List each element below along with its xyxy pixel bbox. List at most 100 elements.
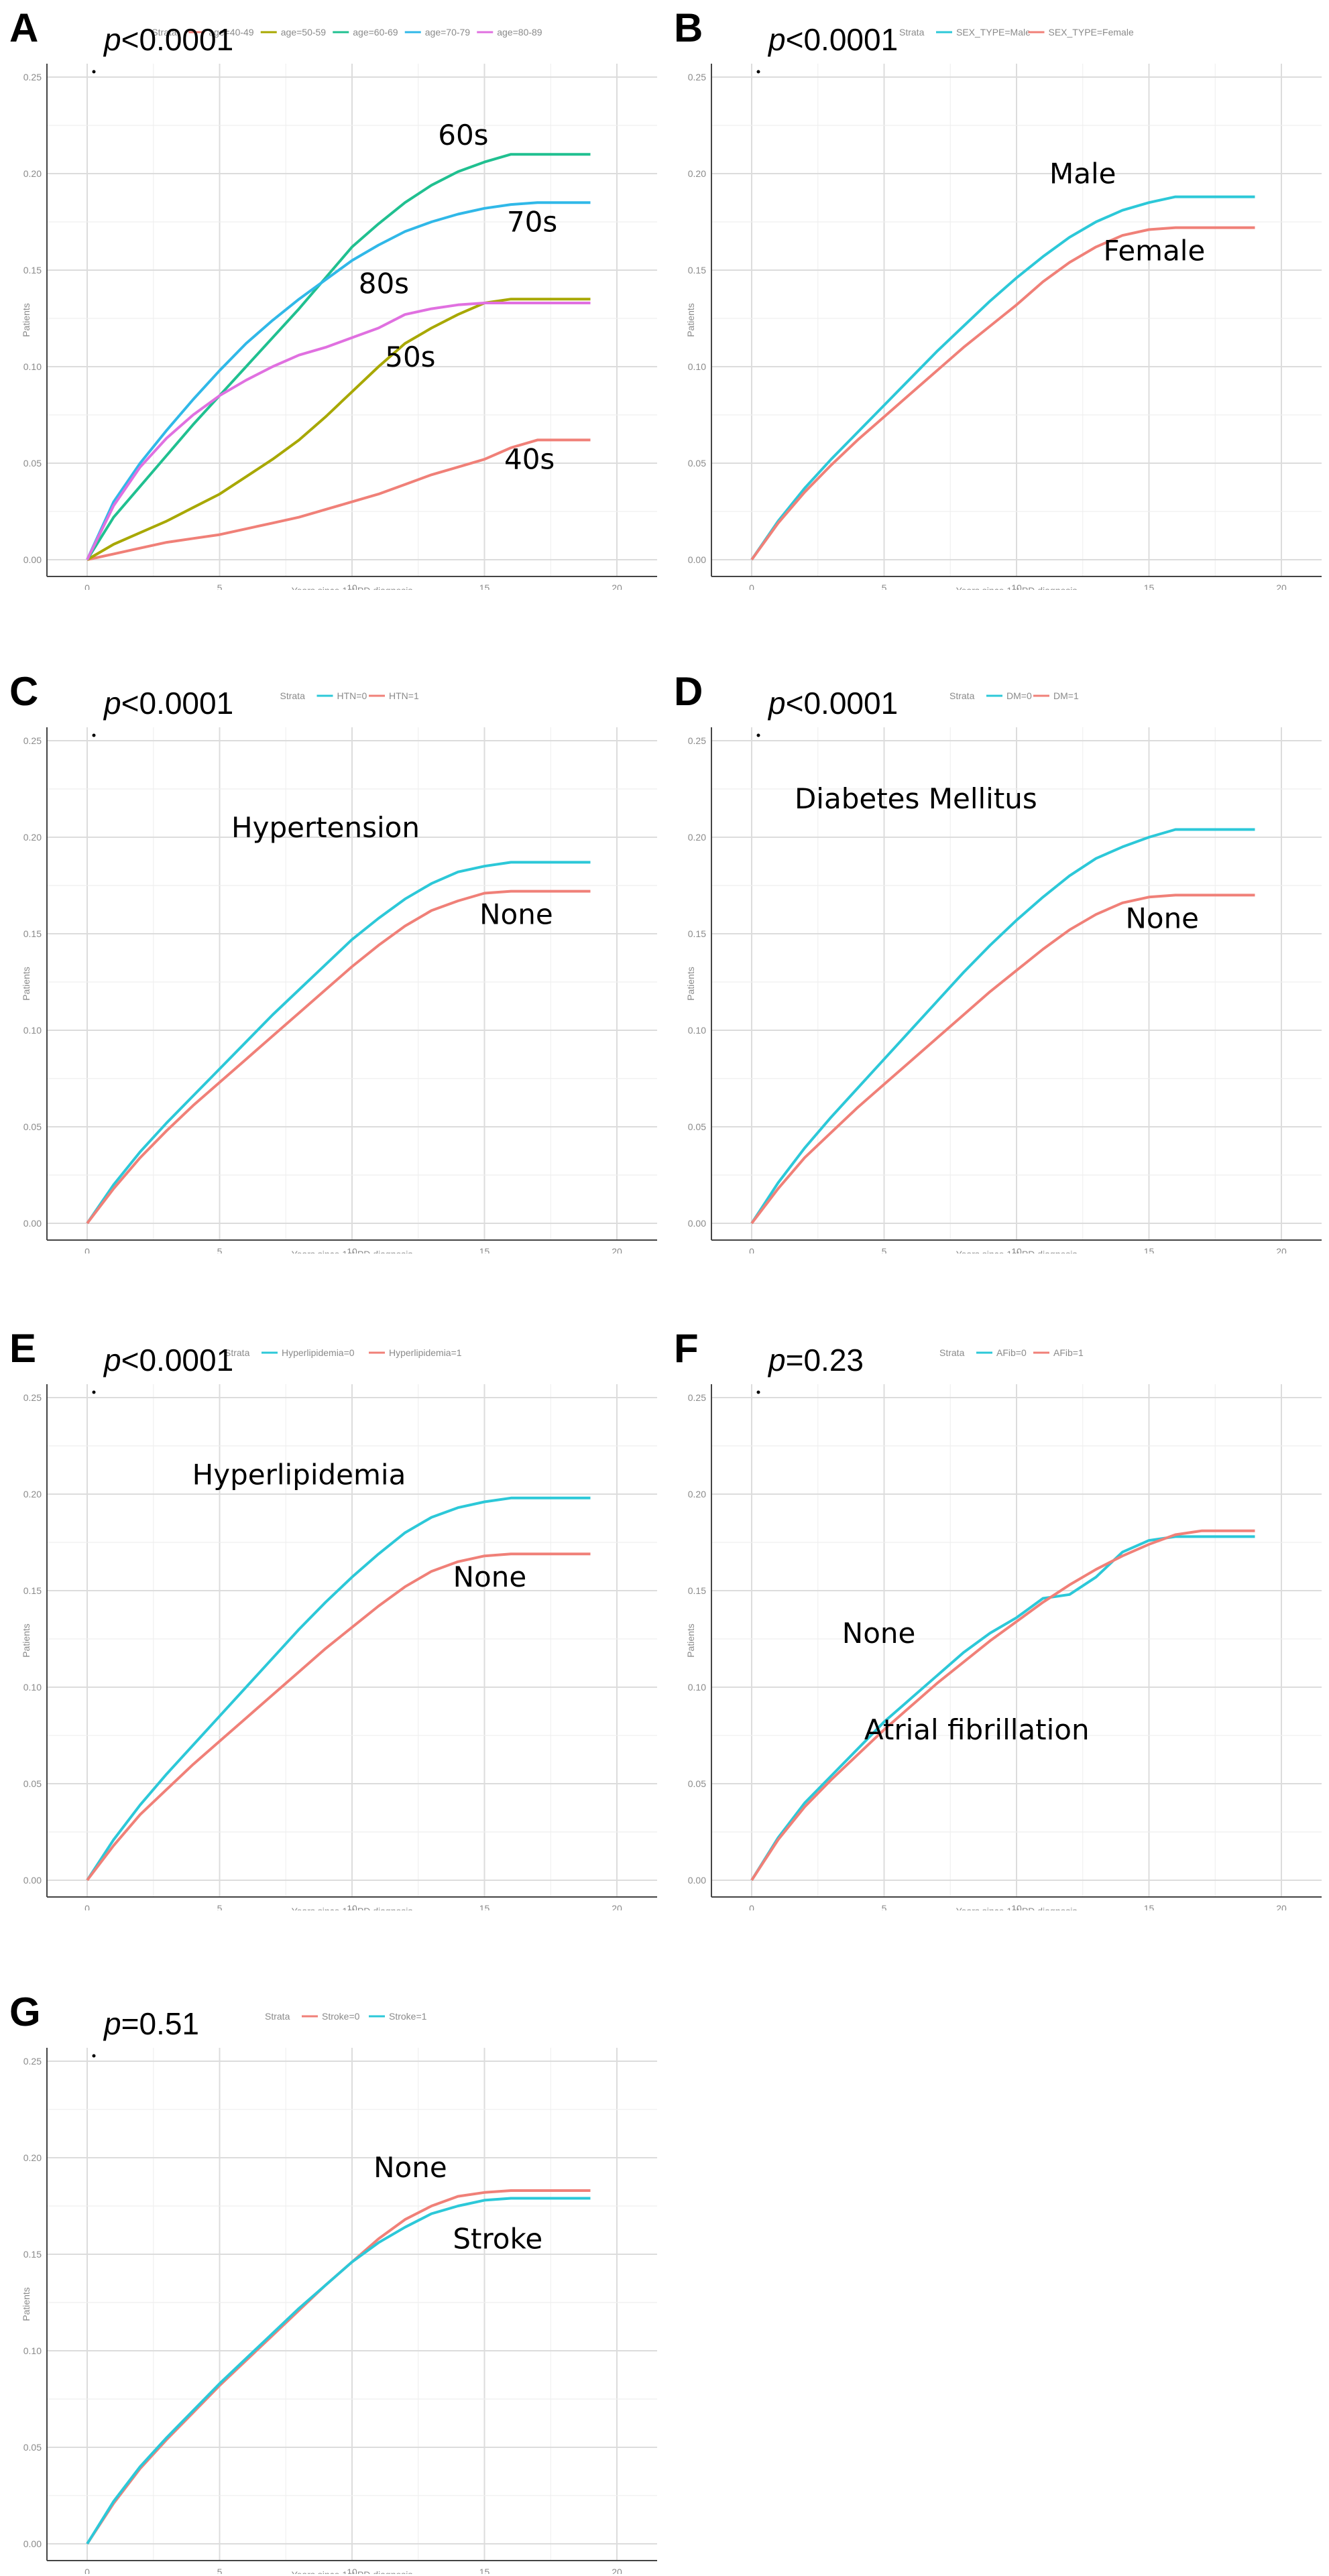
x-axis-label: Years since 1st PD diagnosis xyxy=(292,1906,413,1910)
marker-dot xyxy=(92,2054,96,2058)
legend-entry: Stroke=0 xyxy=(322,2011,360,2022)
y-tick-label: 0.15 xyxy=(23,265,42,275)
legend-title: Strata xyxy=(949,690,975,701)
series-line-70s xyxy=(86,201,591,560)
y-tick-label: 0.00 xyxy=(23,1875,42,1886)
y-tick-label: 0.20 xyxy=(688,1489,706,1499)
panel-letter: G xyxy=(9,1989,41,2034)
x-tick-label: 5 xyxy=(217,1246,223,1253)
series-annotation: None xyxy=(373,2151,447,2184)
gridlines xyxy=(47,64,657,576)
legend-entry: SEX_TYPE=Female xyxy=(1049,27,1134,38)
chart-a: A Strata age=40-49 age=50-59 age=60-69 age=70… xyxy=(9,5,657,590)
y-tick-label: 0.20 xyxy=(23,1489,42,1499)
y-tick-label: 0.10 xyxy=(23,361,42,372)
x-axis-label: Years since 1st PD diagnosis xyxy=(292,1249,413,1253)
series-line-none xyxy=(750,894,1255,1225)
legend-entry: age=40-49 xyxy=(209,27,254,38)
marker-dot xyxy=(756,70,760,74)
series-annotation: 40s xyxy=(504,443,555,476)
chart-e: E Strata Hyperlipidemia=0 Hyperlipidemia=1 0… xyxy=(9,1326,657,1910)
series-annotation: None xyxy=(453,1560,527,1593)
x-tick-label: 20 xyxy=(1276,1246,1287,1253)
series-line-40s xyxy=(86,438,591,561)
y-tick-label: 0.05 xyxy=(23,458,42,469)
p-value: p<0.0001 xyxy=(767,686,898,721)
legend: Strata DM=0 DM=1 xyxy=(949,690,1079,701)
p-value: p<0.0001 xyxy=(103,22,233,57)
y-axis-label: Patients xyxy=(685,967,696,1001)
legend-entry: Hyperlipidemia=1 xyxy=(389,1347,462,1358)
legend-entry: age=60-69 xyxy=(353,27,398,38)
series-line-50s xyxy=(86,298,591,561)
gridlines xyxy=(711,727,1322,1240)
gridlines xyxy=(47,1384,657,1897)
series-line-male xyxy=(750,195,1255,561)
y-tick-label: 0.10 xyxy=(23,1025,42,1036)
marker-dot xyxy=(92,1390,96,1394)
x-tick-label: 10 xyxy=(347,1903,357,1910)
legend: Strata Hyperlipidemia=0 Hyperlipidemia=1 xyxy=(225,1347,462,1358)
panel-letter: A xyxy=(9,5,38,50)
legend: Strata HTN=0 HTN=1 xyxy=(280,690,419,701)
series-annotation: 80s xyxy=(359,267,409,300)
legend-title: Strata xyxy=(899,27,925,38)
y-tick-label: 0.00 xyxy=(688,1218,706,1229)
panel-c: C Strata HTN=0 HTN=1 0.00 0.05 0.10 0.15 0.20 0.2… xyxy=(0,664,664,1253)
y-tick-label: 0.25 xyxy=(23,735,42,746)
y-tick-label: 0.25 xyxy=(688,735,706,746)
legend-title: Strata xyxy=(265,2011,290,2022)
y-tick-label: 0.05 xyxy=(688,1121,706,1132)
legend-title: Strata xyxy=(152,27,177,38)
y-tick-label: 0.05 xyxy=(688,458,706,469)
chart-d: D Strata DM=0 DM=1 0.00 0.05 0.10 0.15 0.20 0.25 0… xyxy=(674,669,1322,1253)
series-line-60s xyxy=(86,153,591,561)
x-tick-label: 10 xyxy=(1011,1903,1022,1910)
legend-entry: Stroke=1 xyxy=(389,2011,427,2022)
y-tick-label: 0.10 xyxy=(688,1025,706,1036)
y-axis-label: Patients xyxy=(685,303,696,337)
y-tick-label: 0.00 xyxy=(688,1875,706,1886)
panel-letter: C xyxy=(9,669,38,714)
legend-title: Strata xyxy=(280,690,306,701)
y-tick-label: 0.10 xyxy=(688,1682,706,1693)
legend-title: Strata xyxy=(939,1347,965,1358)
panel-a: A Strata age=40-49 age=50-59 age=60-69 age=70… xyxy=(0,0,664,590)
x-tick-label: 20 xyxy=(612,582,622,590)
series-line-stroke xyxy=(86,2197,591,2545)
panel-letter: B xyxy=(674,5,703,50)
x-tick-label: 15 xyxy=(479,1246,490,1253)
series-annotation: None xyxy=(479,898,553,931)
legend: Strata AFib=0 AFib=1 xyxy=(939,1347,1084,1358)
x-tick-label: 10 xyxy=(1011,582,1022,590)
y-axis-label: Patients xyxy=(21,303,32,337)
y-tick-label: 0.15 xyxy=(688,265,706,275)
series-line-female xyxy=(750,226,1255,561)
x-tick-label: 10 xyxy=(347,1246,357,1253)
x-axis-label: Years since 1st PD diagnosis xyxy=(956,585,1078,590)
series-line-diabetes-mellitus xyxy=(750,828,1255,1225)
series-annotation: 60s xyxy=(438,119,488,151)
legend-entry: HTN=1 xyxy=(389,690,419,701)
legend-entry: AFib=1 xyxy=(1053,1347,1084,1358)
p-value: p=0.23 xyxy=(767,1343,864,1377)
legend-entry: HTN=0 xyxy=(337,690,367,701)
p-value: p<0.0001 xyxy=(767,22,898,57)
y-tick-label: 0.25 xyxy=(23,2056,42,2067)
y-tick-label: 0.15 xyxy=(688,1585,706,1596)
x-tick-label: 0 xyxy=(84,1903,90,1910)
x-axis-label: Years since 1st PD diagnosis xyxy=(956,1906,1078,1910)
y-tick-label: 0.25 xyxy=(23,72,42,82)
x-tick-label: 15 xyxy=(479,582,490,590)
legend-entry: age=50-59 xyxy=(281,27,327,38)
marker-dot xyxy=(756,1390,760,1394)
y-tick-label: 0.10 xyxy=(688,361,706,372)
series-annotation: Stroke xyxy=(453,2222,542,2255)
series-annotation: Atrial fibrillation xyxy=(864,1713,1090,1746)
y-tick-label: 0.05 xyxy=(23,1778,42,1789)
legend: Strata age=40-49 age=50-59 age=60-69 age=70-… xyxy=(152,27,542,38)
chart-g: G Strata Stroke=0 Stroke=1 0.00 0.05 0.10 0.15 0… xyxy=(9,1989,657,2574)
y-tick-label: 0.05 xyxy=(688,1778,706,1789)
panel-e: E Strata Hyperlipidemia=0 Hyperlipidemia=1 0… xyxy=(0,1321,664,1910)
x-tick-label: 15 xyxy=(1144,582,1155,590)
